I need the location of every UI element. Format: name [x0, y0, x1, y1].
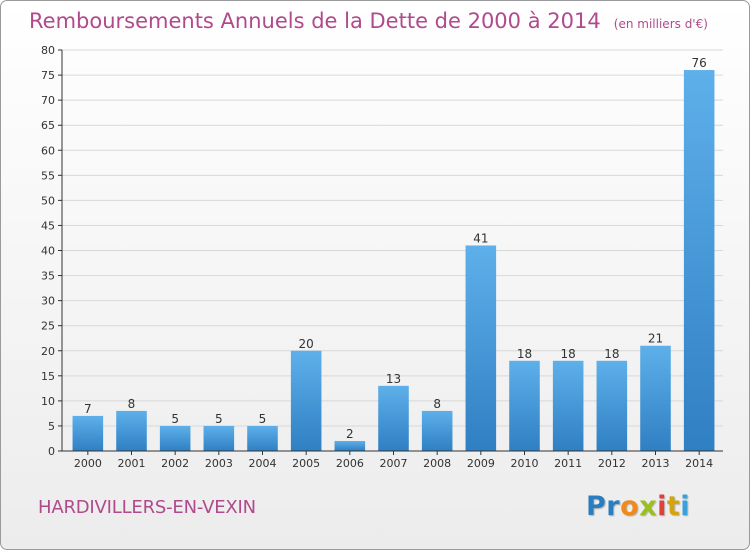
bar [509, 360, 540, 451]
chart-subtitle: (en milliers d'€) [613, 17, 708, 31]
bar [465, 245, 497, 451]
data-label: 18 [604, 347, 619, 361]
x-tick-label: 2011 [554, 457, 582, 470]
y-tick-label: 0 [48, 445, 55, 458]
data-label: 76 [692, 56, 707, 70]
data-label: 5 [215, 412, 223, 426]
y-axis-ticks: 0 5 10 15 20 25 30 35 40 45 50 55 60 65 70 75 80 [41, 44, 62, 458]
y-tick-label: 5 [48, 420, 55, 433]
bar [421, 410, 453, 451]
data-label: 13 [386, 372, 401, 386]
title-block: Remboursements Annuels de la Dette de 20… [29, 9, 708, 33]
logo-letter: t [666, 491, 681, 522]
y-tick-label: 80 [41, 44, 55, 57]
data-labels: 7 8 5 5 5 20 2 13 8 41 18 18 18 21 76 [84, 56, 707, 441]
y-tick-label: 55 [41, 169, 55, 182]
x-axis-ticks: 2000 2001 2002 2003 2004 2005 2006 2007 2008 2009… [74, 451, 713, 470]
y-tick-label: 60 [41, 144, 55, 157]
y-tick-label: 10 [41, 395, 55, 408]
y-tick-label: 30 [41, 295, 55, 308]
axes [61, 50, 723, 452]
y-tick-label: 45 [41, 219, 55, 232]
data-label: 2 [346, 427, 354, 441]
y-tick-label: 75 [41, 69, 55, 82]
bar [640, 345, 671, 451]
data-label: 21 [648, 332, 663, 346]
bar [203, 425, 235, 451]
logo-letter: P [586, 491, 607, 522]
x-tick-label: 2005 [292, 457, 320, 470]
x-tick-label: 2013 [642, 457, 670, 470]
x-tick-label: 2003 [205, 457, 233, 470]
bar [159, 425, 191, 451]
proxiti-logo[interactable]: Proxiti [586, 491, 690, 522]
bar [116, 410, 147, 451]
x-tick-label: 2001 [118, 457, 146, 470]
y-tick-label: 40 [41, 245, 55, 258]
y-tick-label: 65 [41, 119, 55, 132]
data-label: 5 [171, 412, 179, 426]
x-tick-label: 2010 [511, 457, 539, 470]
data-label: 18 [561, 347, 576, 361]
x-tick-label: 2008 [423, 457, 451, 470]
data-label: 41 [473, 231, 488, 245]
bar [552, 360, 584, 451]
y-tick-label: 15 [41, 370, 55, 383]
y-tick-label: 20 [41, 345, 55, 358]
bar [334, 440, 366, 451]
data-label: 20 [299, 337, 314, 351]
commune-name: HARDIVILLERS-EN-VEXIN [38, 497, 256, 518]
bar [290, 350, 322, 451]
logo-letter: x [639, 491, 658, 522]
y-tick-label: 35 [41, 270, 55, 283]
grid-lines [62, 49, 723, 452]
x-tick-label: 2006 [336, 457, 364, 470]
x-tick-label: 2000 [74, 457, 102, 470]
y-tick-label: 50 [41, 194, 55, 207]
bar [72, 415, 104, 451]
logo-letter: r [606, 491, 621, 522]
x-tick-label: 2002 [161, 457, 189, 470]
data-label: 5 [259, 412, 267, 426]
bars [72, 70, 715, 452]
data-label: 8 [433, 397, 441, 411]
x-tick-label: 2007 [380, 457, 408, 470]
logo-letter: i [657, 491, 667, 522]
x-tick-label: 2004 [249, 457, 277, 470]
x-tick-label: 2009 [467, 457, 495, 470]
x-tick-label: 2014 [685, 457, 713, 470]
bar [683, 70, 715, 452]
data-label: 8 [128, 397, 136, 411]
x-tick-label: 2012 [598, 457, 626, 470]
bar [247, 425, 278, 451]
chart-title: Remboursements Annuels de la Dette de 20… [29, 9, 601, 33]
bar [378, 385, 409, 451]
logo-letter: o [620, 491, 640, 522]
y-tick-label: 70 [41, 94, 55, 107]
logo-letter: i [680, 491, 691, 522]
bar [596, 360, 628, 451]
y-tick-label: 25 [41, 320, 55, 333]
data-label: 18 [517, 347, 532, 361]
data-label: 7 [84, 402, 92, 416]
